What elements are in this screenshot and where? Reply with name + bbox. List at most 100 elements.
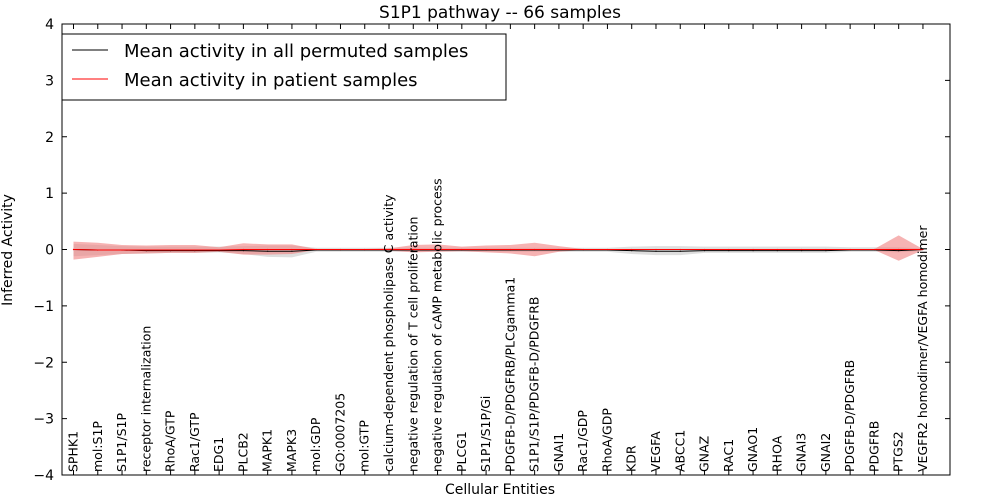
x-tick-label: VEGFA [648, 431, 663, 472]
x-ticks [73, 24, 924, 475]
y-axis: −4 −3 −2 −1 0 1 2 3 4 [33, 17, 950, 484]
point-patient [461, 248, 463, 251]
point-patient [631, 248, 633, 251]
legend-label-patient: Mean activity in patient samples [124, 70, 418, 91]
legend-label-permuted: Mean activity in all permuted samples [124, 41, 468, 62]
x-tick-label: PLCB2 [235, 432, 250, 472]
x-tick-label: GNAI1 [551, 433, 566, 472]
point-patient [72, 248, 75, 251]
x-tick-label: RhoA/GDP [599, 408, 614, 472]
point-permuted [655, 250, 657, 252]
point-permuted [679, 250, 681, 252]
point-patient [267, 248, 269, 251]
x-tick-label: receptor internalization [138, 326, 153, 472]
point-patient [922, 248, 924, 251]
x-tick-label: ABCC1 [672, 430, 687, 472]
y-axis-label: Inferred Activity [0, 194, 16, 306]
x-tick-label: negative regulation of cAMP metabolic pr… [430, 178, 445, 472]
x-tick-label: PDGFB-D/PDGFRB/PLCgamma1 [502, 277, 517, 472]
x-tick-label: MAPK1 [260, 429, 275, 472]
x-tick-label: Rac1/GTP [187, 412, 202, 472]
point-patient [825, 248, 827, 251]
x-tick-label: PLCG1 [454, 431, 469, 472]
y-tick-label: 0 [45, 243, 54, 259]
band-patient [73, 235, 923, 261]
y-tick-label: −2 [33, 355, 54, 371]
y-tick-label: 3 [45, 73, 54, 89]
point-permuted [776, 250, 778, 252]
confidence-bands [73, 235, 923, 261]
point-patient [121, 249, 123, 251]
x-tick-label: RAC1 [721, 439, 736, 472]
x-tick-labels: SPHK1 mol:S1P S1P1/S1P receptor internaliza… [66, 178, 930, 472]
point-permuted [752, 250, 754, 252]
y-tick-label: −1 [33, 299, 54, 315]
point-permuted [631, 250, 633, 252]
point-patient [898, 248, 900, 251]
point-patient [364, 248, 366, 251]
y-tick-label: −4 [33, 468, 54, 484]
x-axis-label: Cellular Entities [445, 482, 555, 498]
x-tick-label: mol:GDP [308, 417, 323, 472]
point-patient [703, 248, 706, 251]
x-tick-label: GNAZ [697, 436, 712, 472]
point-permuted [898, 250, 900, 252]
series-lines [72, 248, 924, 252]
x-tick-label: EDG1 [211, 437, 226, 472]
point-patient [339, 248, 342, 251]
point-permuted [703, 250, 706, 252]
x-tick-label: mol:GTP [357, 420, 372, 472]
x-tick-label: S1P1/S1P/PDGFB-D/PDGFRB [527, 297, 542, 473]
point-patient [170, 249, 172, 251]
x-tick-label: GNAI3 [794, 433, 809, 472]
point-patient [437, 248, 439, 251]
y-tick-label: −3 [33, 412, 54, 428]
point-patient [242, 248, 244, 251]
point-patient [606, 248, 609, 251]
point-permuted [728, 250, 730, 252]
x-tick-label: PDGFRB [866, 421, 881, 472]
x-tick-label: GNAO1 [745, 427, 760, 472]
point-patient [558, 248, 560, 251]
x-tick-label: GNAI2 [818, 433, 833, 472]
point-patient [315, 248, 317, 251]
chart-title: S1P1 pathway -- 66 samples [379, 3, 621, 23]
point-permuted [801, 250, 803, 252]
line-permuted [73, 249, 923, 252]
point-patient [752, 248, 754, 251]
x-tick-label: calcium-dependent phospholipase C activi… [381, 194, 396, 472]
point-patient [728, 248, 730, 251]
point-patient [485, 248, 487, 251]
y-tick-label: 1 [45, 186, 54, 202]
point-permuted [291, 250, 293, 252]
point-patient [145, 249, 147, 251]
point-patient [412, 248, 414, 251]
point-patient [655, 248, 657, 251]
y-tick-label: 4 [45, 17, 54, 33]
x-tick-label: PDGFB-D/PDGFRB [842, 360, 857, 472]
x-tick-label: mol:S1P [90, 421, 105, 472]
x-tick-label: S1P1/S1P/Gi [478, 396, 493, 472]
point-permuted [267, 250, 269, 252]
point-patient [218, 249, 220, 251]
point-permuted [825, 250, 827, 252]
x-tick-label: S1P1/S1P [114, 413, 129, 472]
point-patient [194, 249, 196, 251]
point-patient [776, 248, 778, 251]
x-tick-label: SPHK1 [66, 431, 81, 472]
point-patient [801, 248, 803, 251]
point-patient [97, 249, 99, 251]
x-tick-label: GO:0007205 [333, 393, 348, 472]
x-tick-label: KDR [624, 445, 639, 472]
legend-box [61, 33, 507, 101]
point-patient [291, 248, 293, 251]
x-tick-label: negative regulation of T cell proliferat… [405, 217, 420, 472]
x-tick-label: Rac1/GDP [575, 410, 590, 472]
x-tick-label: PTGS2 [891, 431, 906, 472]
x-tick-label: VEGFR2 homodimer/VEGFA homodimer [915, 225, 930, 472]
point-patient [873, 248, 876, 251]
point-patient [849, 248, 851, 251]
point-patient [509, 248, 511, 251]
point-permuted [242, 250, 244, 252]
